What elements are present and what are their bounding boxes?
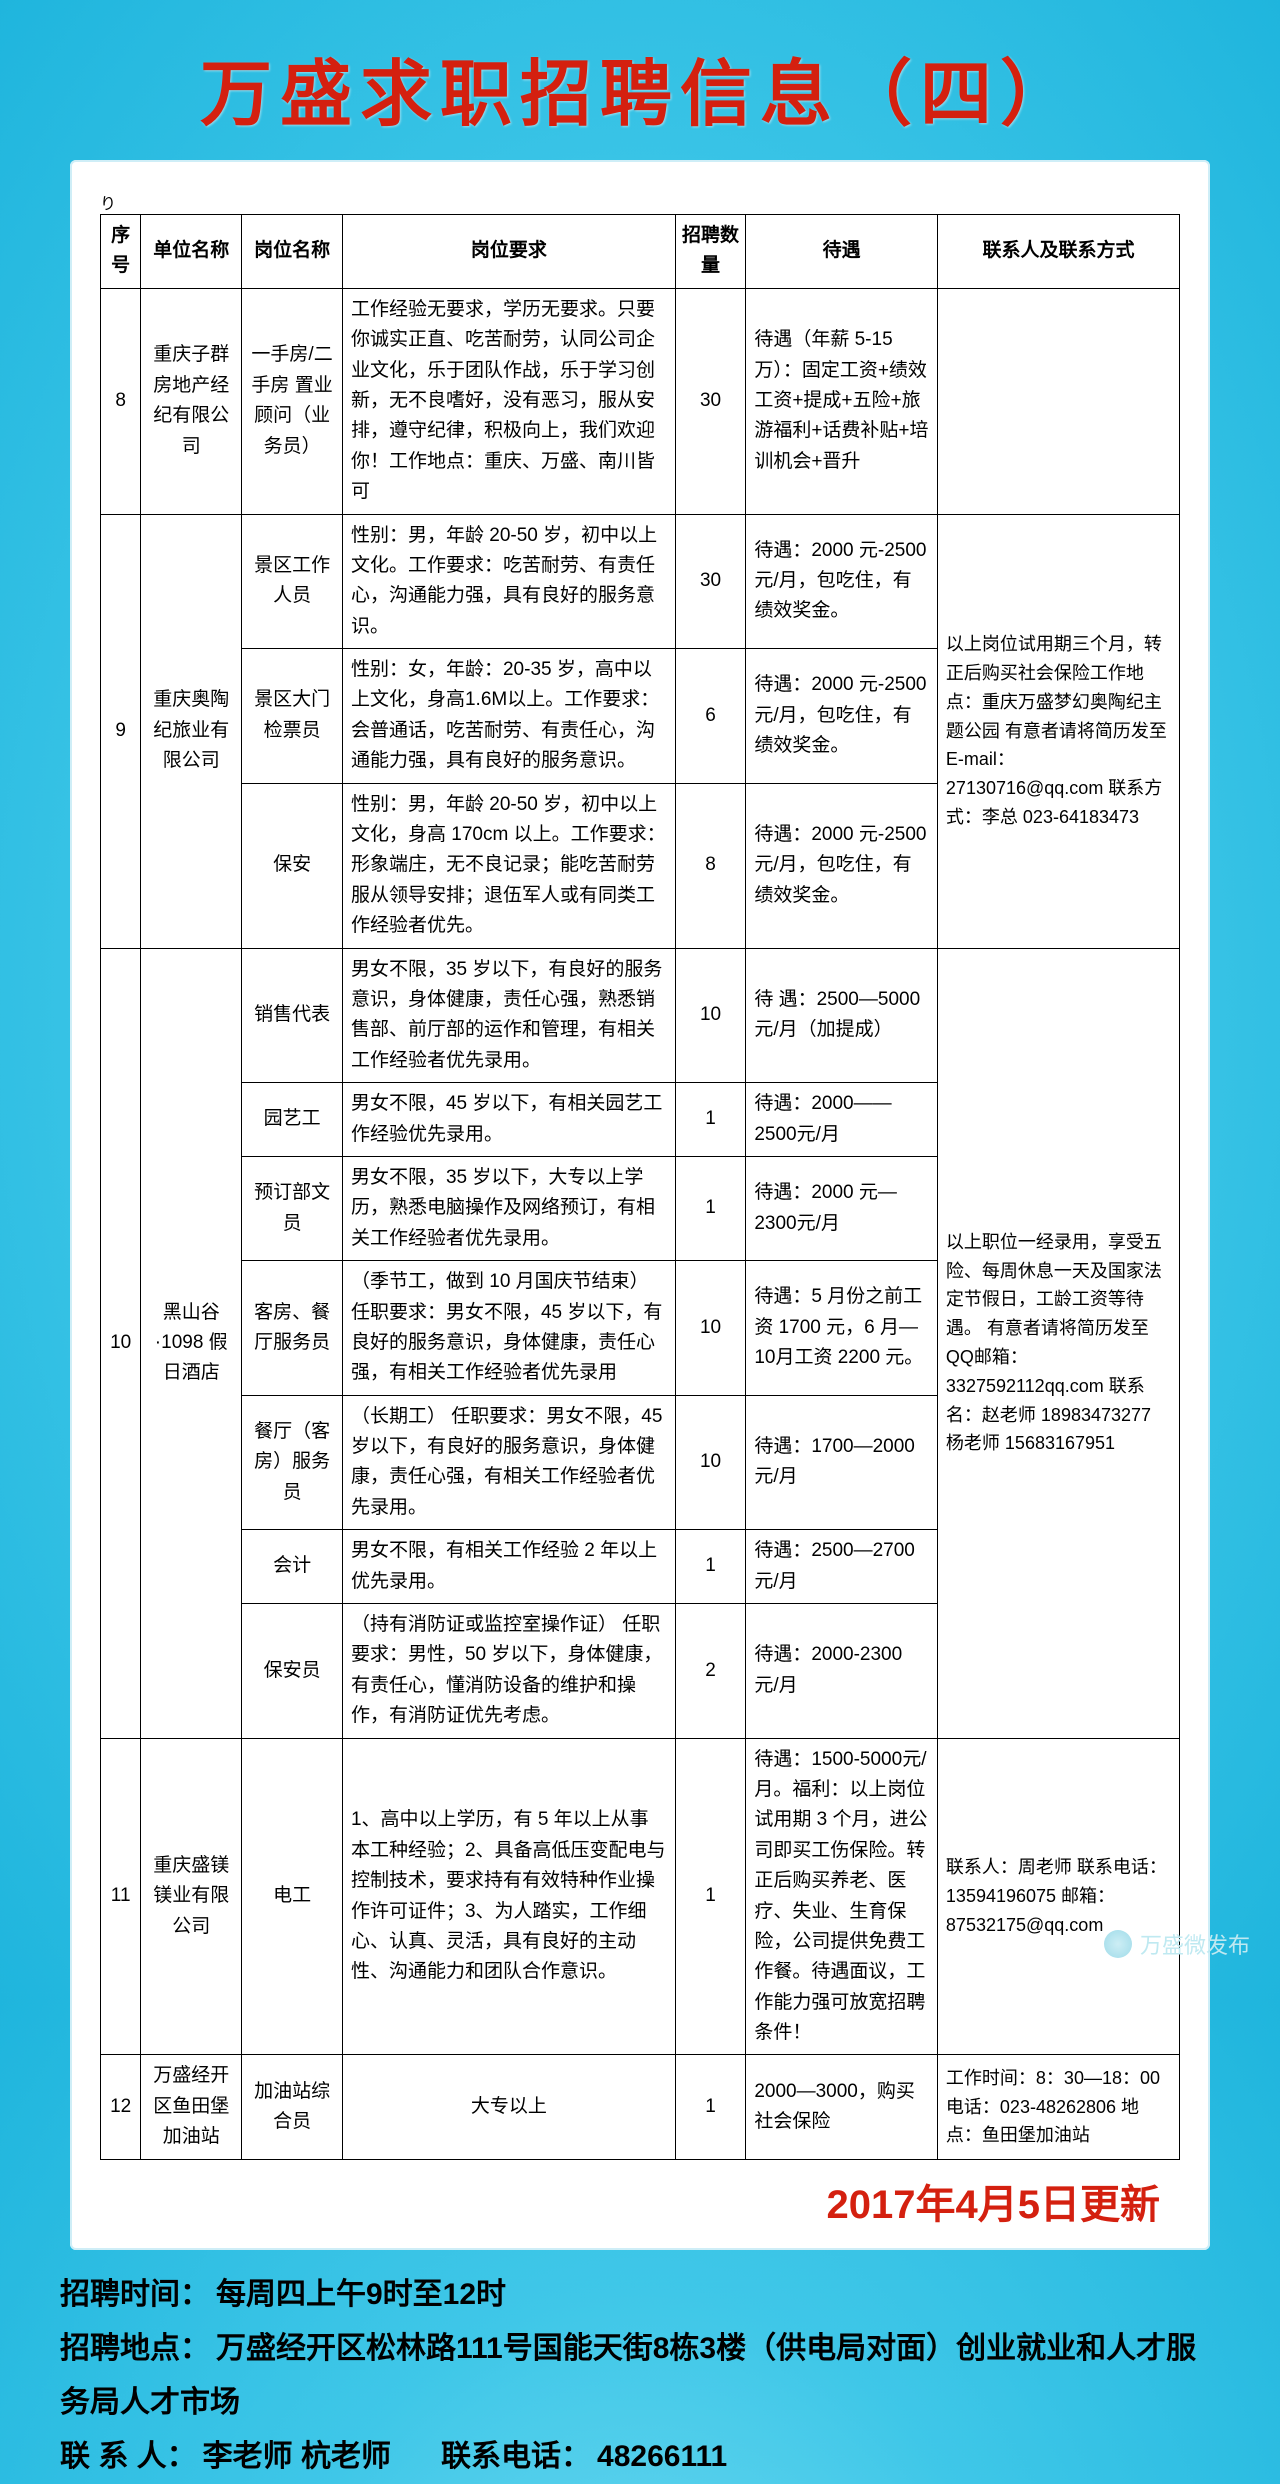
cell-treatment: 待遇：1500-5000元/月。福利：以上岗位试用期 3 个月，进公司即买工伤保… <box>746 1738 938 2055</box>
table-header-row: 序号 单位名称 岗位名称 岗位要求 招聘数量 待遇 联系人及联系方式 <box>101 215 1180 289</box>
cell-count: 30 <box>675 288 746 514</box>
cell-requirement: （季节工，做到 10 月国庆节结束） 任职要求：男女不限，45 岁以下，有良好的… <box>342 1261 675 1396</box>
cell-count: 6 <box>675 649 746 784</box>
cell-contact: 联系人：周老师 联系电话：13594196075 邮箱： 87532175@qq… <box>937 1738 1179 2055</box>
cell-count: 1 <box>675 1156 746 1260</box>
cell-requirement: （持有消防证或监控室操作证） 任职要求：男性，50 岁以下，身体健康，有责任心，… <box>342 1604 675 1739</box>
cell-company: 重庆盛镁镁业有限公司 <box>141 1738 242 2055</box>
cell-company: 重庆子群房地产经纪有限公司 <box>141 288 242 514</box>
cell-treatment: 待遇：2500—2700 元/月 <box>746 1530 938 1604</box>
cell-requirement: 工作经验无要求，学历无要求。只要你诚实正直、吃苦耐劳，认同公司企业文化，乐于团队… <box>342 288 675 514</box>
footer-time: 招聘时间：每周四上午9时至12时 <box>60 2268 1220 2322</box>
cell-requirement: 男女不限，有相关工作经验 2 年以上优先录用。 <box>342 1530 675 1604</box>
th-position: 岗位名称 <box>242 215 343 289</box>
cell-position: 销售代表 <box>242 948 343 1083</box>
cell-count: 30 <box>675 514 746 649</box>
footer-contact-value: 李老师 杭老师 <box>203 2440 391 2473</box>
cell-treatment: 待遇：1700—2000 元/月 <box>746 1395 938 1530</box>
table-row: 12 万盛经开区鱼田堡加油站 加油站综合员 大专以上 1 2000—3000，购… <box>101 2055 1180 2159</box>
cell-treatment: 待遇：2000——2500元/月 <box>746 1083 938 1157</box>
cell-contact: 工作时间：8：30—18：00 电话：023-48262806 地点：鱼田堡加油… <box>937 2055 1179 2159</box>
cell-count: 2 <box>675 1604 746 1739</box>
cell-idx: 11 <box>101 1738 141 2055</box>
footer-time-label: 招聘时间： <box>60 2278 210 2311</box>
job-table: 序号 单位名称 岗位名称 岗位要求 招聘数量 待遇 联系人及联系方式 8 重庆子… <box>100 214 1180 2160</box>
footer-address-value: 万盛经开区松林路111号国能天街8栋3楼（供电局对面）创业就业和人才服务局人才市… <box>60 2332 1196 2419</box>
footer-phone-value: 48266111 <box>597 2440 727 2473</box>
cell-position: 保安 <box>242 783 343 948</box>
th-treatment: 待遇 <box>746 215 938 289</box>
cell-count: 1 <box>675 1083 746 1157</box>
cell-contact: 以上职位一经录用，享受五险、每周休息一天及国家法定节假日，工龄工资等待遇。 有意… <box>937 948 1179 1738</box>
cell-requirement: （长期工） 任职要求：男女不限，45 岁以下，有良好的服务意识，身体健康，责任心… <box>342 1395 675 1530</box>
cell-count: 1 <box>675 2055 746 2159</box>
cell-company: 黑山谷·1098 假日酒店 <box>141 948 242 1738</box>
watermark: 万盛微发布 <box>1104 1928 1250 1960</box>
th-contact: 联系人及联系方式 <box>937 215 1179 289</box>
footer-address: 招聘地点：万盛经开区松林路111号国能天街8栋3楼（供电局对面）创业就业和人才服… <box>60 2322 1220 2430</box>
cell-count: 1 <box>675 1738 746 2055</box>
footer-phone-label: 联系电话： <box>441 2440 591 2473</box>
cell-requirement: 男女不限，45 岁以下，有相关园艺工作经验优先录用。 <box>342 1083 675 1157</box>
cell-contact: 以上岗位试用期三个月，转正后购买社会保险工作地点：重庆万盛梦幻奥陶纪主题公园 有… <box>937 514 1179 948</box>
cell-company: 重庆奥陶纪旅业有限公司 <box>141 514 242 948</box>
watermark-text: 万盛微发布 <box>1140 1928 1250 1960</box>
cell-treatment: 待遇：2000 元-2500 元/月，包吃住，有绩效奖金。 <box>746 649 938 784</box>
table-row: 11 重庆盛镁镁业有限公司 电工 1、高中以上学历，有 5 年以上从事本工种经验… <box>101 1738 1180 2055</box>
cell-position: 预订部文员 <box>242 1156 343 1260</box>
cell-requirement: 大专以上 <box>342 2055 675 2159</box>
cell-requirement: 性别：女，年龄：20-35 岁，高中以上文化，身高1.6M以上。工作要求：会普通… <box>342 649 675 784</box>
content-panel: り 序号 单位名称 岗位名称 岗位要求 招聘数量 待遇 联系人及联系方式 8 重… <box>70 160 1210 2250</box>
cell-count: 10 <box>675 948 746 1083</box>
table-row: 9 重庆奥陶纪旅业有限公司 景区工作人员 性别：男，年龄 20-50 岁，初中以… <box>101 514 1180 649</box>
cell-treatment: 待遇：2000-2300 元/月 <box>746 1604 938 1739</box>
table-row: 8 重庆子群房地产经纪有限公司 一手房/二手房 置业顾问（业务员） 工作经验无要… <box>101 288 1180 514</box>
page-title: 万盛求职招聘信息（四） <box>0 0 1280 160</box>
cell-treatment: 待遇：2000 元-2500 元/月，包吃住，有绩效奖金。 <box>746 783 938 948</box>
cell-company: 万盛经开区鱼田堡加油站 <box>141 2055 242 2159</box>
cell-position: 一手房/二手房 置业顾问（业务员） <box>242 288 343 514</box>
cell-count: 1 <box>675 1530 746 1604</box>
table-row: 10 黑山谷·1098 假日酒店 销售代表 男女不限，35 岁以下，有良好的服务… <box>101 948 1180 1083</box>
cell-requirement: 1、高中以上学历，有 5 年以上从事本工种经验；2、具备高低压变配电与控制技术，… <box>342 1738 675 2055</box>
th-count: 招聘数量 <box>675 215 746 289</box>
cell-count: 8 <box>675 783 746 948</box>
cell-treatment: 待 遇：2500—5000元/月（加提成） <box>746 948 938 1083</box>
cell-treatment: 待遇（年薪 5-15 万）：固定工资+绩效工资+提成+五险+旅游福利+话费补贴+… <box>746 288 938 514</box>
cell-position: 加油站综合员 <box>242 2055 343 2159</box>
cell-treatment: 待遇：2000 元—2300元/月 <box>746 1156 938 1260</box>
cell-position: 会计 <box>242 1530 343 1604</box>
cell-position: 餐厅（客房）服务员 <box>242 1395 343 1530</box>
cell-contact <box>937 288 1179 514</box>
cell-position: 客房、餐厅服务员 <box>242 1261 343 1396</box>
cell-position: 保安员 <box>242 1604 343 1739</box>
cell-idx: 12 <box>101 2055 141 2159</box>
wechat-icon <box>1104 1930 1132 1958</box>
cell-position: 景区大门检票员 <box>242 649 343 784</box>
cell-idx: 10 <box>101 948 141 1738</box>
footer-time-value: 每周四上午9时至12时 <box>216 2278 506 2311</box>
th-company: 单位名称 <box>141 215 242 289</box>
footer-contact: 联 系 人：李老师 杭老师 联系电话：48266111 <box>60 2430 1220 2484</box>
footer-contact-label: 联 系 人： <box>60 2440 197 2473</box>
th-idx: 序号 <box>101 215 141 289</box>
cell-requirement: 男女不限，35 岁以下，有良好的服务意识，身体健康，责任心强，熟悉销售部、前厅部… <box>342 948 675 1083</box>
cell-treatment: 待遇：5 月份之前工资 1700 元，6 月—10月工资 2200 元。 <box>746 1261 938 1396</box>
cell-count: 10 <box>675 1395 746 1530</box>
cell-treatment: 待遇：2000 元-2500 元/月，包吃住，有绩效奖金。 <box>746 514 938 649</box>
th-requirement: 岗位要求 <box>342 215 675 289</box>
footer-address-label: 招聘地点： <box>60 2332 210 2365</box>
cell-requirement: 性别：男，年龄 20-50 岁，初中以上文化，身高 170cm 以上。工作要求：… <box>342 783 675 948</box>
cell-position: 电工 <box>242 1738 343 2055</box>
cell-idx: 9 <box>101 514 141 948</box>
cell-position: 景区工作人员 <box>242 514 343 649</box>
cell-requirement: 性别：男，年龄 20-50 岁，初中以上文化。工作要求：吃苦耐劳、有责任心，沟通… <box>342 514 675 649</box>
footer: 招聘时间：每周四上午9时至12时 招聘地点：万盛经开区松林路111号国能天街8栋… <box>60 2268 1220 2484</box>
cell-count: 10 <box>675 1261 746 1396</box>
cell-position: 园艺工 <box>242 1083 343 1157</box>
cell-idx: 8 <box>101 288 141 514</box>
cell-treatment: 2000—3000，购买社会保险 <box>746 2055 938 2159</box>
update-date: 2017年4月5日更新 <box>100 2160 1180 2230</box>
cell-requirement: 男女不限，35 岁以下，大专以上学历，熟悉电脑操作及网络预订，有相关工作经验者优… <box>342 1156 675 1260</box>
